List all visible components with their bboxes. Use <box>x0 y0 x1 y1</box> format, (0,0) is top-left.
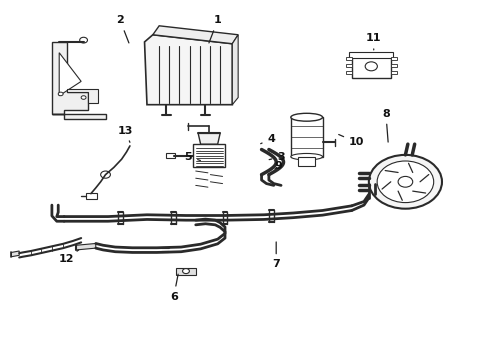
Text: 7: 7 <box>272 242 280 269</box>
Text: 12: 12 <box>59 250 79 264</box>
Bar <box>345 57 351 60</box>
Bar <box>345 64 351 67</box>
Text: 3: 3 <box>268 152 285 162</box>
Polygon shape <box>176 268 195 275</box>
Bar <box>345 71 351 74</box>
Circle shape <box>397 176 412 187</box>
Text: 4: 4 <box>260 134 275 144</box>
Text: 9: 9 <box>274 161 282 171</box>
Polygon shape <box>52 114 105 119</box>
Bar <box>390 57 396 60</box>
Polygon shape <box>144 35 232 105</box>
Bar <box>86 193 97 199</box>
Text: 13: 13 <box>117 126 132 142</box>
Text: 10: 10 <box>338 135 364 147</box>
Text: 6: 6 <box>169 274 178 302</box>
Text: 8: 8 <box>381 109 389 142</box>
Polygon shape <box>76 243 96 250</box>
Circle shape <box>182 269 189 274</box>
Polygon shape <box>198 134 220 144</box>
Polygon shape <box>59 53 81 96</box>
Bar <box>193 144 224 167</box>
Bar <box>390 64 396 67</box>
Circle shape <box>101 171 110 178</box>
Polygon shape <box>11 251 19 257</box>
Bar <box>298 157 315 166</box>
Circle shape <box>80 37 87 43</box>
Polygon shape <box>153 26 238 44</box>
Bar <box>348 51 392 58</box>
Text: 11: 11 <box>365 33 381 50</box>
Text: 2: 2 <box>116 15 129 43</box>
Bar <box>351 54 390 78</box>
Bar <box>390 71 396 74</box>
Polygon shape <box>52 42 88 114</box>
Text: 5: 5 <box>184 152 200 162</box>
Circle shape <box>376 161 433 203</box>
Ellipse shape <box>290 153 322 160</box>
Ellipse shape <box>365 62 377 71</box>
Ellipse shape <box>290 113 322 121</box>
Circle shape <box>368 155 441 209</box>
Circle shape <box>58 92 63 96</box>
Bar <box>290 117 322 157</box>
Bar <box>166 153 175 158</box>
Text: 1: 1 <box>208 15 221 43</box>
Circle shape <box>81 96 86 99</box>
Polygon shape <box>66 89 98 103</box>
Polygon shape <box>232 35 238 105</box>
